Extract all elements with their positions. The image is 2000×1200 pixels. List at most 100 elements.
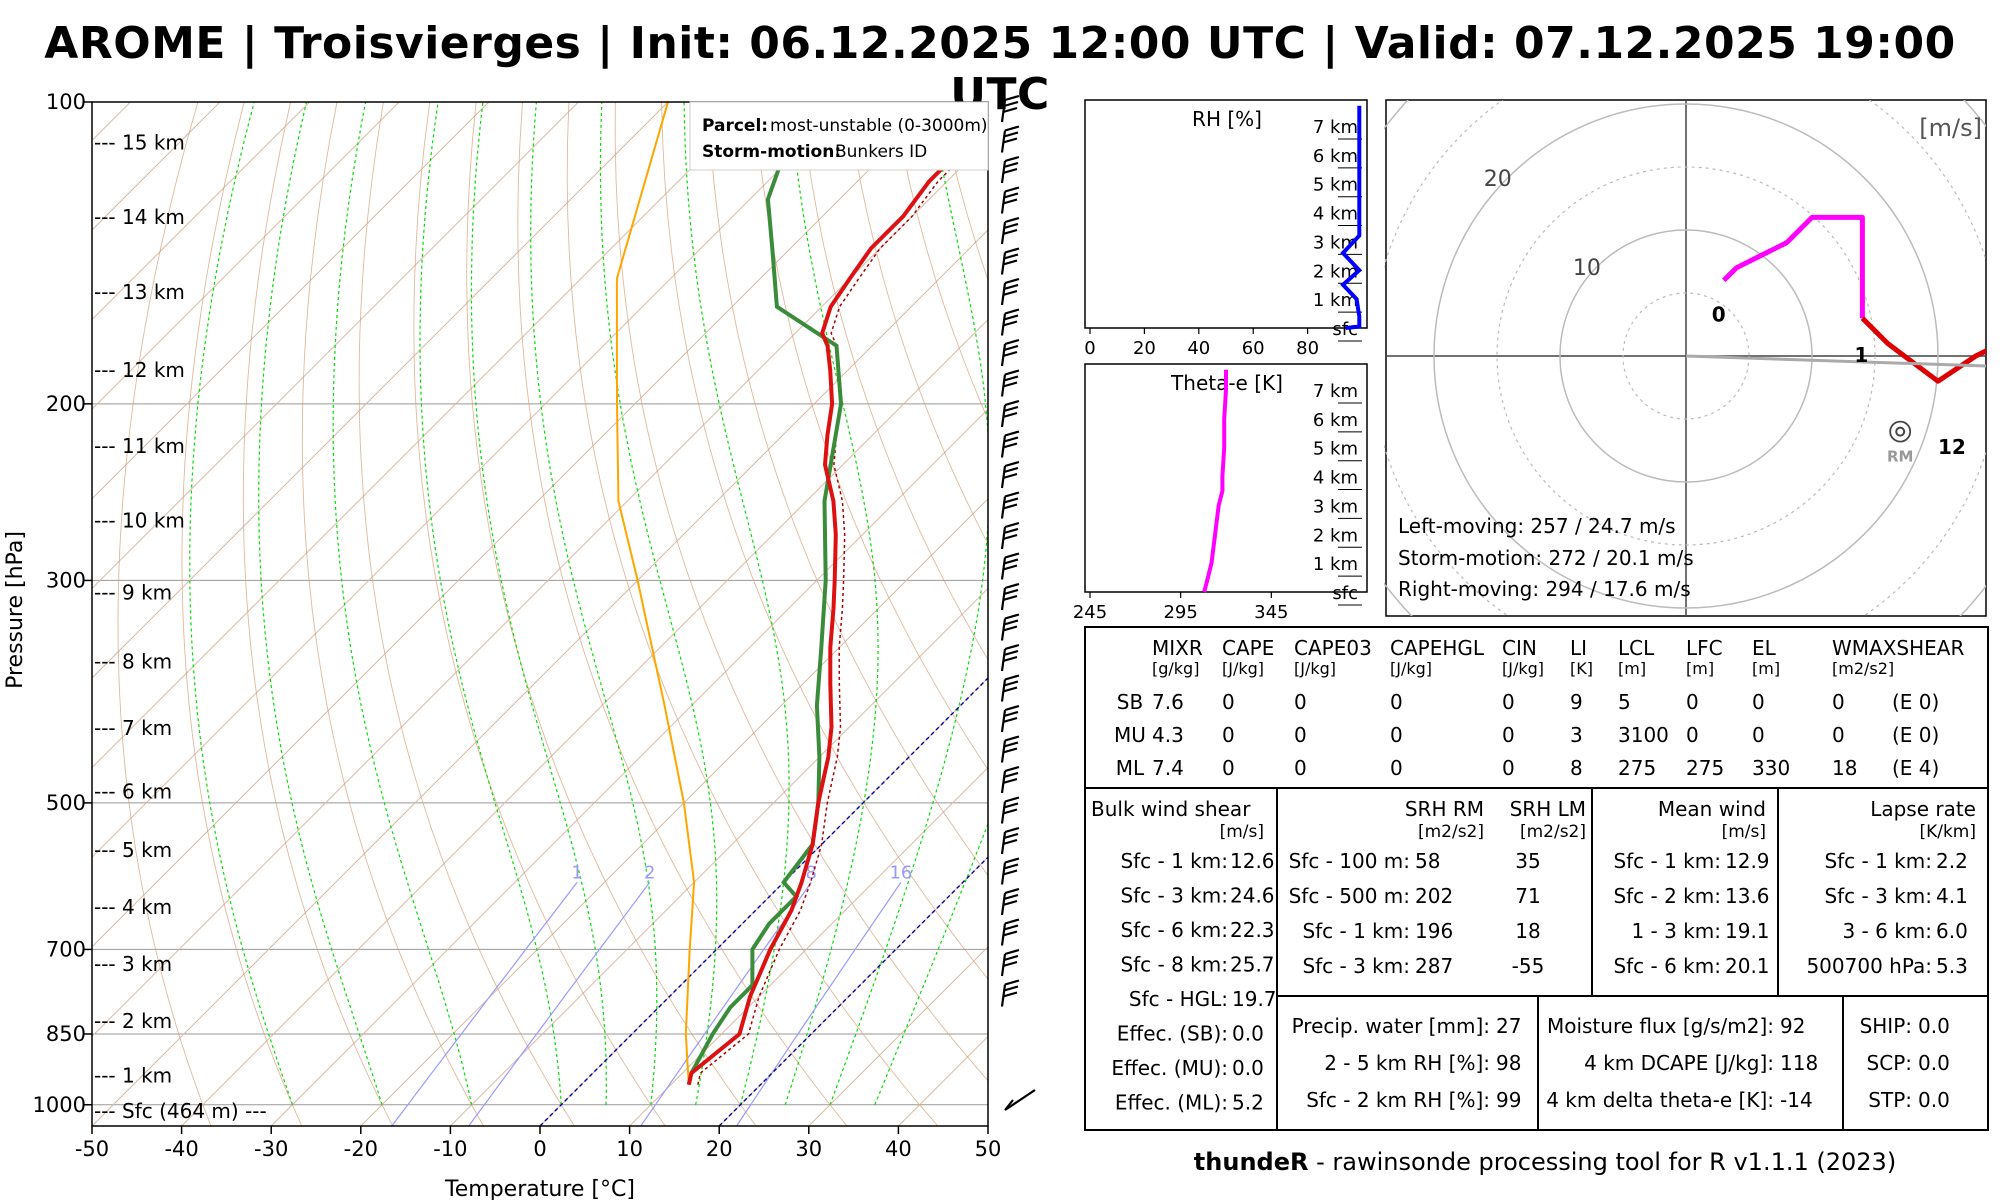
dry-adiabat [301,102,484,1126]
bulk-shear-unit: [m/s] [1220,822,1264,842]
indices-header-unit: [J/kg] [1222,659,1264,678]
profile-line [1202,369,1228,593]
mean-wind-value: 20.1 [1725,954,1770,978]
indices-cell: 5 [1618,690,1631,714]
height-label: --- 9 km [94,581,172,605]
x-tick-label: 0 [533,1137,546,1161]
bulk-shear-label: Effec. (SB): [1117,1022,1228,1046]
profile-height-label: 5 km [1313,175,1358,196]
indices-cell: 0 [1502,756,1515,780]
rh-panel-title: RH [%] [1192,107,1262,131]
srh-row-label: Sfc - 1 km: [1302,919,1410,943]
mixing-ratio-label: 1 [571,862,582,883]
wind-barb [1000,216,1020,245]
moisture-label: 2 - 5 km RH [%]: [1324,1051,1490,1075]
indices-header: LCL [1618,636,1655,660]
x-tick-label: 50 [975,1137,1002,1161]
indices-cell: 0 [1390,690,1403,714]
srh-row-label: Sfc - 3 km: [1302,954,1410,978]
hodograph-ring-label: 40 [1306,0,1334,14]
height-label: --- 6 km [94,779,172,803]
lapse-rate-label: 500700 hPa: [1806,954,1932,978]
srh-rm-value: 58 [1415,849,1440,873]
wind-barb [1000,186,1020,214]
composite-label: STP: [1868,1088,1912,1112]
isotherm [629,766,988,1126]
profile-height-label: 2 km [1313,261,1358,282]
wind-barb [1000,796,1020,824]
indices-header: CAPE [1222,636,1274,660]
profile-x-tick-label: 345 [1254,602,1288,623]
wind-barb [1000,918,1020,946]
dry-adiabat [466,102,757,1126]
height-label: --- 5 km [94,838,172,862]
indices-header-unit: [K] [1570,659,1593,678]
isotherm [270,408,988,1126]
virtual-temperature-trace [697,130,988,1085]
moist-adiabat [599,102,718,1105]
wind-barb [1000,948,1020,977]
bulk-shear-value: 24.6 [1230,884,1275,908]
height-label: --- 3 km [94,952,172,976]
height-label: --- 4 km [94,895,172,919]
y-tick-label: 200 [46,392,86,416]
wind-barb [1000,308,1020,336]
composite-value: 0.0 [1918,1014,1950,1038]
hodograph-stat-storm: Storm-motion: 272 / 20.1 m/s [1398,546,1694,570]
hodograph-ring [1559,229,1813,483]
flux-label: 4 km delta theta-e [K]: [1546,1088,1774,1112]
isotherm [181,318,988,1126]
indices-cell: 7.6 [1152,690,1184,714]
wind-barb [1000,125,1020,153]
x-tick-label: 10 [616,1137,643,1161]
indices-cell: 0 [1294,723,1307,747]
profile-height-label: 4 km [1313,204,1358,225]
indices-row-label: MU [1114,723,1146,747]
isotherm [92,102,400,410]
x-tick-label: 40 [885,1137,912,1161]
indices-cell: 3 [1570,723,1583,747]
srh-lm-value: -55 [1512,954,1545,978]
indices-header-unit: [J/kg] [1390,659,1432,678]
wind-barb [1000,155,1020,184]
height-label: --- 1 km [94,1064,172,1088]
wind-barb [1000,460,1020,489]
wind-barb [1000,582,1020,611]
legend-storm-value: Bunkers ID [835,142,927,162]
moisture-label: Precip. water [mm]: [1292,1014,1490,1038]
indices-cell: 0 [1222,756,1235,780]
indices-header: LI [1570,636,1587,660]
indices-cell: (E 0) [1892,723,1939,747]
indices-cell: 0 [1832,690,1845,714]
wind-barb [1000,887,1020,916]
srh-rm-value: 287 [1415,954,1453,978]
indices-cell: (E 4) [1892,756,1939,780]
dry-adiabat [753,102,988,771]
srh-rm-value: 196 [1415,919,1453,943]
flux-label: Moisture flux [g/s/m2]: [1547,1014,1774,1038]
mean-wind-value: 19.1 [1725,919,1770,943]
composite-label: SCP: [1867,1051,1912,1075]
wind-barb [1000,521,1020,550]
wind-barb [1000,430,1020,458]
isotherm [92,102,758,769]
bulk-shear-value: 0.0 [1232,1022,1264,1046]
indices-cell: 4.3 [1152,723,1184,747]
composite-value: 0.0 [1918,1051,1950,1075]
chart-title: AROME | Troisvierges | Init: 06.12.2025 … [44,18,1956,120]
profile-height-label: sfc [1332,583,1358,604]
srh-rm-header: SRH RM [1405,797,1484,821]
lapse-rate-value: 5.3 [1936,954,1968,978]
isotherm [808,946,988,1126]
y-tick-label: 100 [46,90,86,114]
indices-cell: 0 [1686,723,1699,747]
x-tick-label: 20 [706,1137,733,1161]
moist-adiabat [419,102,562,1105]
srh-lm-value: 71 [1515,884,1540,908]
wind-barb [1000,277,1020,306]
y-tick-label: 700 [46,937,86,961]
hodograph-height-label: 12 [1938,435,1966,459]
indices-cell: 18 [1832,756,1857,780]
isotherm [92,229,988,1126]
legend-storm-label: Storm-motion: [702,142,841,162]
